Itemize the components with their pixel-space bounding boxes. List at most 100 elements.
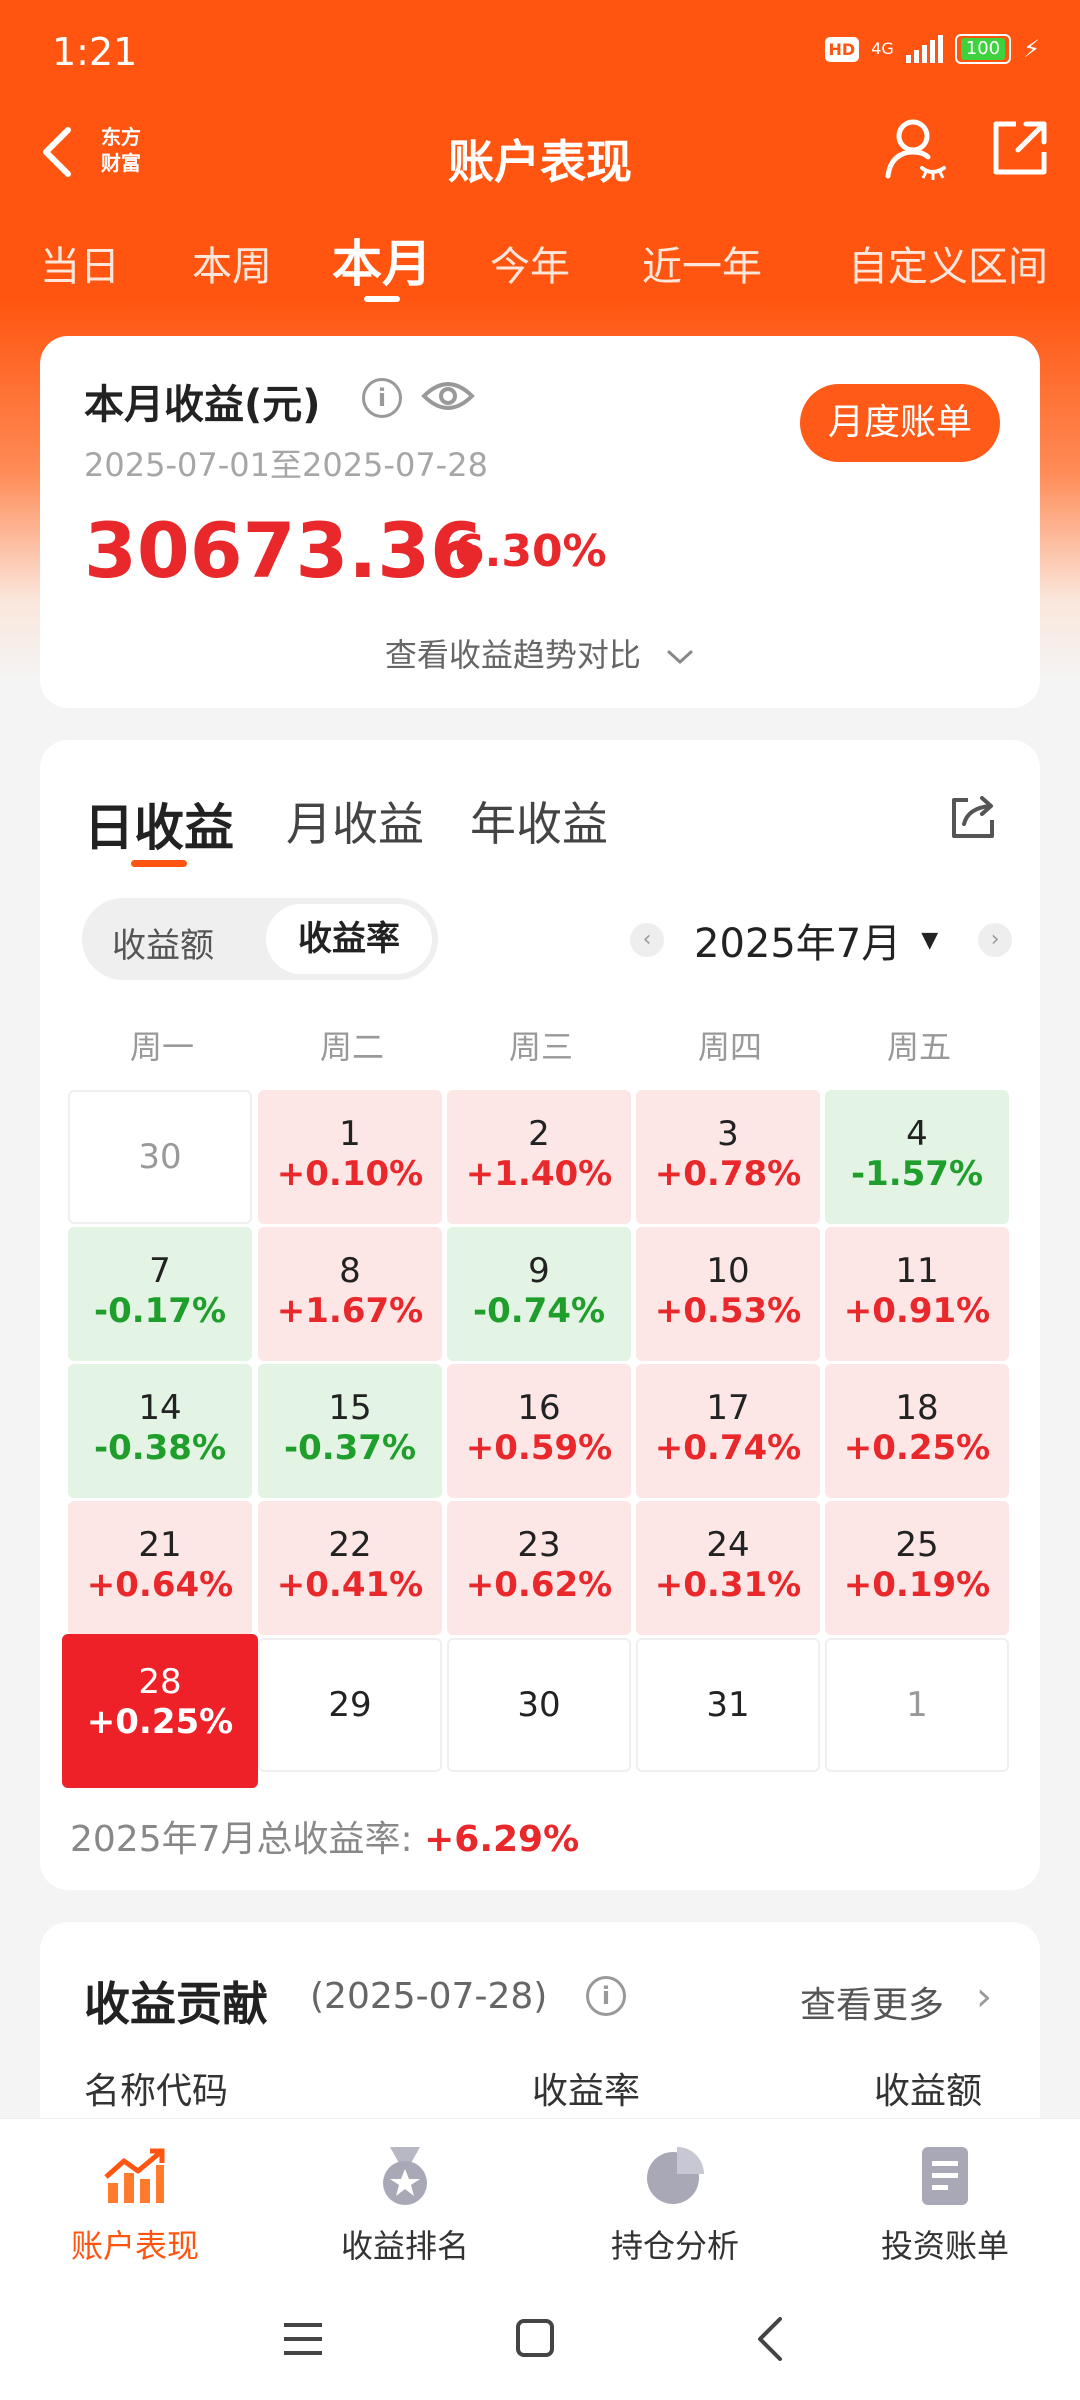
calendar-day-cell[interactable]: 24 +0.31%	[636, 1501, 820, 1635]
contribution-date: (2025-07-28)	[310, 1976, 548, 2017]
weekday-tue: 周二	[319, 1028, 384, 1066]
calendar-day-cell[interactable]: 10 +0.53%	[636, 1227, 820, 1361]
export-icon[interactable]	[948, 792, 998, 842]
tab-this-week[interactable]: 本周	[192, 244, 272, 290]
calendar-day-cell[interactable]: 8 +1.67%	[258, 1227, 442, 1361]
monthly-bill-button[interactable]: 月度账单	[800, 384, 1000, 462]
column-name-code: 名称代码	[84, 2071, 229, 2112]
dropdown-caret-icon[interactable]: ▼	[921, 927, 939, 953]
earnings-calendar-card: 日收益 月收益 年收益 收益额 收益率 ‹ 2025年7月 ▼ › 周一 周二 …	[40, 740, 1040, 1890]
calendar-day-cell[interactable]: 7 -0.17%	[68, 1227, 252, 1361]
day-number: 17	[706, 1388, 750, 1428]
tab-last-year[interactable]: 近一年	[642, 244, 762, 290]
tab-today[interactable]: 当日	[40, 244, 120, 290]
nav-label: 收益排名	[340, 2227, 469, 2265]
tab-this-month[interactable]: 本月	[332, 224, 432, 302]
prev-month-icon[interactable]: ‹	[630, 923, 664, 957]
calendar-day-cell[interactable]: 1 +0.10%	[258, 1090, 442, 1224]
day-number: 9	[528, 1251, 550, 1291]
app-logo: 东方 财富	[92, 124, 150, 180]
toggle-rate[interactable]: 收益率	[266, 904, 432, 974]
calendar-day-cell[interactable]: 30	[68, 1090, 252, 1224]
home-icon[interactable]	[514, 2309, 556, 2369]
calendar-day-cell[interactable]: 11 +0.91%	[825, 1227, 1009, 1361]
weekday-fri: 周五	[886, 1028, 951, 1066]
day-return-rate: +0.25%	[843, 1428, 991, 1468]
page-title: 账户表现	[448, 135, 632, 189]
nav-label: 投资账单	[880, 2227, 1009, 2265]
view-more-link[interactable]: 查看更多	[800, 1985, 945, 2026]
day-number: 10	[706, 1251, 750, 1291]
contribution-card: 收益贡献 (2025-07-28) i 查看更多 › 名称代码 收益率 收益额	[40, 1922, 1040, 2142]
day-number: 8	[339, 1251, 361, 1291]
calendar-day-cell[interactable]: 4 -1.57%	[825, 1090, 1009, 1224]
calendar-day-cell[interactable]: 29	[258, 1638, 442, 1772]
day-number: 3	[717, 1114, 739, 1154]
toggle-amount[interactable]: 收益额	[112, 926, 214, 966]
month-total-rate: 2025年7月总收益率: +6.29%	[70, 1810, 579, 1862]
calendar-day-cell[interactable]: 1	[825, 1638, 1009, 1772]
day-number: 1	[339, 1114, 361, 1154]
status-time: 1:21	[52, 30, 138, 74]
calendar-day-cell[interactable]: 2 +1.40%	[447, 1090, 631, 1224]
column-amount: 收益额	[874, 2071, 983, 2112]
day-return-rate: +0.41%	[276, 1565, 424, 1605]
day-number: 22	[328, 1525, 372, 1565]
trend-compare-link[interactable]: 查看收益趋势对比	[40, 630, 1040, 676]
day-number: 2	[528, 1114, 550, 1154]
day-number: 30	[517, 1685, 561, 1725]
calendar-day-cell[interactable]: 21 +0.64%	[68, 1501, 252, 1635]
calendar-day-cell[interactable]: 25 +0.19%	[825, 1501, 1009, 1635]
month-label[interactable]: 2025年7月	[694, 921, 902, 967]
earnings-mode-toggle: 收益额 收益率	[82, 898, 438, 980]
calendar-day-cell[interactable]: 9 -0.74%	[447, 1227, 631, 1361]
tab-monthly-earnings[interactable]: 月收益	[286, 797, 424, 851]
calendar-day-cell[interactable]: 3 +0.78%	[636, 1090, 820, 1224]
nav-earnings-ranking[interactable]: 收益排名	[270, 2143, 540, 2267]
monthly-earnings-amount: 30673.36	[84, 506, 484, 595]
tab-yearly-earnings[interactable]: 年收益	[470, 797, 608, 851]
trend-compare-label: 查看收益趋势对比	[384, 636, 641, 674]
nav-account-performance[interactable]: 账户表现	[0, 2143, 270, 2267]
calendar-day-cell[interactable]: 17 +0.74%	[636, 1364, 820, 1498]
day-return-rate: +0.31%	[654, 1565, 802, 1605]
date-range: 2025-07-01至2025-07-28	[84, 446, 488, 484]
day-return-rate: +0.64%	[86, 1565, 234, 1605]
calendar-day-cell[interactable]: 18 +0.25%	[825, 1364, 1009, 1498]
battery-level: 100	[960, 38, 1006, 60]
monthly-earnings-rate: 6.30%	[454, 526, 607, 577]
day-return-rate: -0.17%	[93, 1291, 227, 1331]
calendar-day-cell[interactable]: 16 +0.59%	[447, 1364, 631, 1498]
user-privacy-icon[interactable]	[880, 114, 950, 184]
eye-icon[interactable]	[420, 378, 476, 414]
share-icon[interactable]	[988, 116, 1052, 180]
nav-investment-bill[interactable]: 投资账单	[810, 2143, 1080, 2267]
day-number: 21	[138, 1525, 182, 1565]
column-rate: 收益率	[532, 2071, 641, 2112]
calendar-day-cell[interactable]: 28 +0.25%	[62, 1634, 258, 1788]
back-arrow-icon[interactable]	[34, 122, 84, 182]
info-icon[interactable]: i	[586, 1976, 626, 2016]
nav-holding-analysis[interactable]: 持仓分析	[540, 2143, 810, 2267]
calendar-day-cell[interactable]: 14 -0.38%	[68, 1364, 252, 1498]
calendar-day-cell[interactable]: 31	[636, 1638, 820, 1772]
chevron-right-icon[interactable]: ›	[976, 1974, 992, 2020]
calendar-day-cell[interactable]: 23 +0.62%	[447, 1501, 631, 1635]
tab-daily-earnings[interactable]: 日收益	[84, 788, 234, 867]
summary-card: 本月收益(元) i 2025-07-01至2025-07-28 30673.36…	[40, 336, 1040, 708]
day-return-rate: +0.62%	[465, 1565, 613, 1605]
next-month-icon[interactable]: ›	[978, 923, 1013, 957]
info-icon[interactable]: i	[362, 378, 402, 418]
calendar-day-cell[interactable]: 22 +0.41%	[258, 1501, 442, 1635]
weekday-mon: 周一	[129, 1028, 194, 1066]
tab-this-year[interactable]: 今年	[490, 244, 570, 290]
menu-icon[interactable]	[282, 2309, 324, 2369]
day-number: 25	[895, 1525, 939, 1565]
day-return-rate: -0.74%	[472, 1291, 606, 1331]
battery-icon: 100	[954, 34, 1012, 64]
calendar-day-cell[interactable]: 15 -0.37%	[258, 1364, 442, 1498]
back-icon[interactable]	[752, 2309, 788, 2369]
calendar-day-cell[interactable]: 30	[447, 1638, 631, 1772]
tab-custom-range[interactable]: 自定义区间	[848, 244, 1048, 290]
total-value: +6.29%	[424, 1819, 580, 1860]
